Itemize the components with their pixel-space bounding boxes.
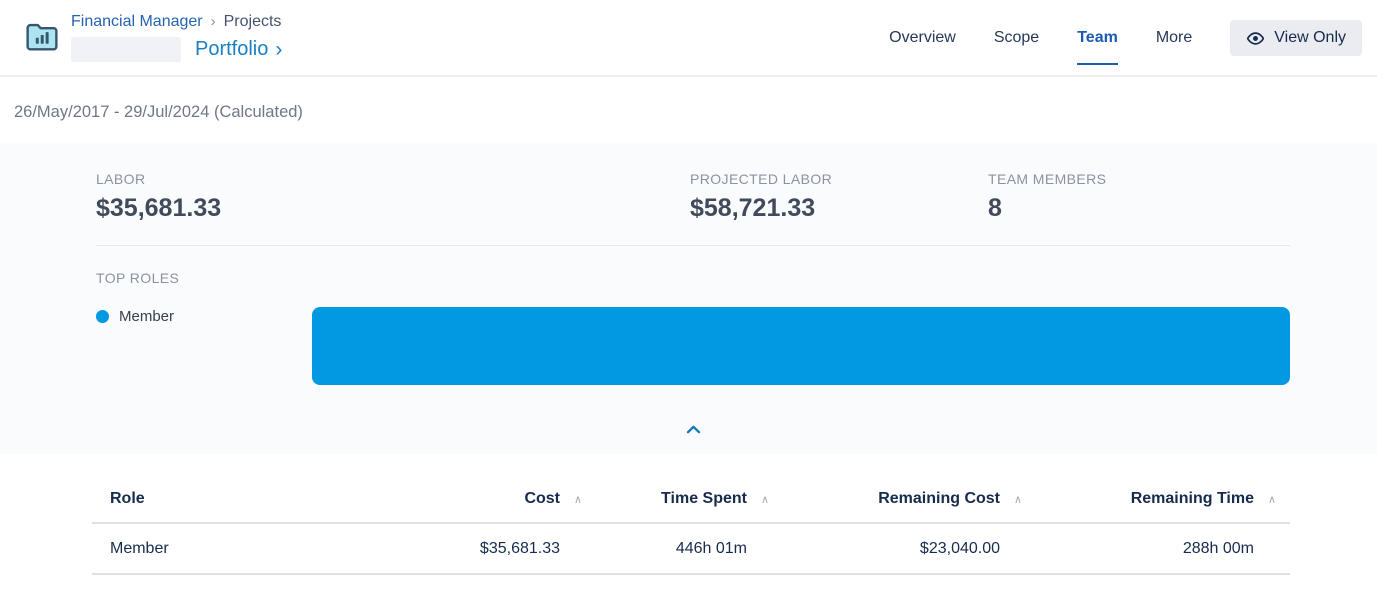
- redacted-project-name: [71, 37, 181, 62]
- stats-divider: [96, 245, 1290, 246]
- stat-team-members-label: TEAM MEMBERS: [988, 171, 1107, 187]
- cell-remaining-time: 288h 00m: [1182, 539, 1254, 557]
- breadcrumb-item-projects: Projects: [223, 13, 282, 30]
- portfolio-folder-chart-icon: [25, 22, 59, 62]
- stat-team-members-value: 8: [988, 194, 1002, 222]
- column-header-remaining-time[interactable]: Remaining Time ∧: [1036, 490, 1290, 508]
- column-header-remaining-cost[interactable]: Remaining Cost ∧: [783, 490, 1036, 508]
- stat-labor-value: $35,681.33: [96, 194, 222, 222]
- sort-caret-icon[interactable]: ∧: [573, 493, 583, 506]
- chart-legend: Member: [96, 307, 312, 385]
- stat-labor: LABOR $35,681.33: [96, 171, 690, 223]
- stat-projected-labor: PROJECTED LABOR $58,721.33: [690, 171, 988, 223]
- date-range-text: 26/May/2017 - 29/Jul/2024 (Calculated): [14, 103, 303, 121]
- page-title-portfolio[interactable]: Portfolio ›: [195, 38, 282, 61]
- breadcrumb-separator-icon: ›: [210, 13, 216, 30]
- cell-remaining-cost: $23,040.00: [919, 539, 1000, 557]
- column-header-cost[interactable]: Cost ∧: [362, 490, 596, 508]
- stat-team-members: TEAM MEMBERS 8: [988, 171, 1290, 223]
- roles-table: Role Cost ∧ Time Spent ∧ Remaining Cost …: [92, 476, 1290, 575]
- view-only-label: View Only: [1274, 29, 1346, 46]
- cell-time-spent: 446h 01m: [675, 539, 747, 557]
- table-header-row: Role Cost ∧ Time Spent ∧ Remaining Cost …: [92, 476, 1290, 524]
- team-summary-panel: LABOR $35,681.33 PROJECTED LABOR $58,721…: [0, 143, 1377, 454]
- breadcrumb-block: Financial Manager › Projects Portfolio ›: [71, 12, 282, 62]
- page-header: Financial Manager › Projects Portfolio ›…: [0, 0, 1377, 77]
- stat-projected-labor-value: $58,721.33: [690, 194, 816, 222]
- tab-more[interactable]: More: [1155, 29, 1193, 46]
- legend-dot-icon: [96, 310, 109, 323]
- legend-item-label: Member: [119, 308, 175, 325]
- tab-scope[interactable]: Scope: [993, 29, 1040, 46]
- legend-item-member[interactable]: Member: [96, 308, 312, 325]
- stat-projected-labor-label: PROJECTED LABOR: [690, 171, 833, 187]
- chevron-right-icon: ›: [275, 37, 283, 61]
- sort-caret-icon[interactable]: ∧: [760, 493, 770, 506]
- collapse-panel-button[interactable]: [680, 423, 707, 436]
- column-header-role: Role: [110, 490, 145, 507]
- column-header-cost-label: Cost: [524, 490, 560, 507]
- breadcrumb: Financial Manager › Projects: [71, 12, 282, 32]
- stats-row: LABOR $35,681.33 PROJECTED LABOR $58,721…: [96, 171, 1290, 223]
- table-row-member[interactable]: Member $35,681.33 446h 01m $23,040.00 28…: [92, 524, 1290, 575]
- tab-team[interactable]: Team: [1077, 29, 1118, 65]
- view-only-button[interactable]: View Only: [1230, 20, 1362, 56]
- chevron-up-icon: [686, 422, 701, 437]
- column-header-time-spent[interactable]: Time Spent ∧: [596, 490, 783, 508]
- stat-labor-label: LABOR: [96, 171, 146, 187]
- header-nav: Overview Scope Team More View Only: [889, 20, 1362, 65]
- column-header-remaining-time-label: Remaining Time: [1130, 490, 1254, 507]
- sort-caret-icon[interactable]: ∧: [1267, 493, 1277, 506]
- collapse-row: [96, 423, 1290, 436]
- title-row: Portfolio ›: [71, 37, 282, 62]
- header-left: Financial Manager › Projects Portfolio ›: [25, 12, 282, 62]
- top-roles-label: TOP ROLES: [96, 270, 180, 286]
- tab-overview[interactable]: Overview: [889, 29, 956, 46]
- sort-caret-icon[interactable]: ∧: [1013, 493, 1023, 506]
- breadcrumb-link-financial-manager[interactable]: Financial Manager: [71, 13, 203, 30]
- bar-member[interactable]: [312, 307, 1290, 385]
- column-header-remaining-cost-label: Remaining Cost: [878, 490, 1000, 507]
- cell-role: Member: [110, 539, 169, 557]
- top-roles-chart: Member: [96, 307, 1290, 385]
- page-title-label: Portfolio: [195, 38, 269, 60]
- cell-cost: $35,681.33: [479, 539, 560, 557]
- column-header-time-spent-label: Time Spent: [661, 490, 747, 507]
- eye-icon: [1246, 29, 1265, 48]
